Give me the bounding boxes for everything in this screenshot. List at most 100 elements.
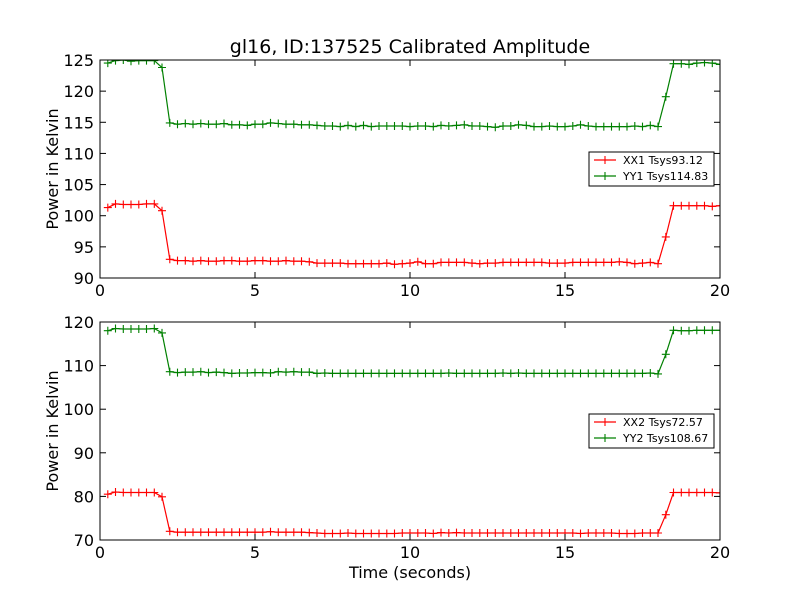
data-point xyxy=(638,259,647,268)
data-point xyxy=(150,324,159,333)
data-point xyxy=(661,92,670,101)
y-tick-label: 100 xyxy=(63,207,94,226)
data-point xyxy=(669,201,678,210)
data-point xyxy=(553,259,562,268)
data-point xyxy=(654,369,662,378)
x-tick-label: 0 xyxy=(95,543,105,562)
data-point xyxy=(530,529,538,537)
data-point xyxy=(119,325,128,333)
data-point xyxy=(716,326,720,335)
data-point xyxy=(390,122,399,130)
data-point xyxy=(630,369,639,378)
data-point xyxy=(677,60,686,68)
legend: XX1 Tsys93.12 YY1 Tsys114.83 xyxy=(588,151,715,187)
x-tick-label: 0 xyxy=(95,281,105,300)
data-point xyxy=(499,369,507,377)
y-tick-label: 90 xyxy=(74,269,94,288)
data-point xyxy=(468,369,476,378)
data-point xyxy=(212,120,221,129)
x-tick-label: 5 xyxy=(250,281,260,300)
data-point xyxy=(406,259,414,268)
data-point xyxy=(654,529,662,537)
data-point xyxy=(553,369,562,378)
data-point xyxy=(615,529,624,538)
data-point xyxy=(669,326,678,335)
data-point xyxy=(630,259,639,268)
data-point xyxy=(227,256,236,265)
legend-marker xyxy=(601,418,609,426)
data-point xyxy=(305,528,314,537)
data-point xyxy=(584,529,593,537)
data-point xyxy=(344,529,352,537)
data-point xyxy=(421,122,430,130)
data-point xyxy=(553,122,562,131)
data-point xyxy=(103,490,112,499)
data-point xyxy=(646,369,655,377)
data-point xyxy=(429,122,438,131)
data-point xyxy=(491,123,500,132)
data-point xyxy=(460,529,469,537)
data-point xyxy=(398,369,407,378)
data-point xyxy=(685,201,693,210)
data-point xyxy=(669,488,678,497)
data-point xyxy=(499,258,507,267)
data-point xyxy=(150,488,159,497)
data-point xyxy=(460,369,469,378)
legend-marker xyxy=(601,172,609,180)
data-point xyxy=(274,257,283,266)
data-point xyxy=(367,529,376,538)
data-point xyxy=(390,529,399,538)
data-point xyxy=(289,528,298,537)
series-line xyxy=(107,60,720,128)
data-point xyxy=(506,529,515,537)
data-point xyxy=(227,528,236,537)
data-point xyxy=(305,257,314,266)
legend-label: YY1 Tsys114.83 xyxy=(622,170,708,183)
data-point xyxy=(421,529,430,537)
data-point xyxy=(444,258,453,267)
data-point xyxy=(545,529,554,537)
data-point xyxy=(468,122,476,130)
data-point xyxy=(491,259,500,268)
data-point xyxy=(437,121,445,130)
data-point xyxy=(336,529,345,538)
data-point xyxy=(499,529,507,537)
data-point xyxy=(638,529,647,537)
data-point xyxy=(669,60,678,68)
y-tick-label: 90 xyxy=(74,444,94,463)
data-point xyxy=(158,63,166,72)
y-tick-label: 105 xyxy=(63,176,94,195)
chart-title: gl16, ID:137525 Calibrated Amplitude xyxy=(230,36,590,58)
data-point xyxy=(344,121,352,130)
data-point xyxy=(646,258,655,267)
data-point xyxy=(119,488,128,497)
data-point xyxy=(204,257,213,266)
data-point xyxy=(196,119,205,128)
data-point xyxy=(584,258,593,267)
data-point xyxy=(444,529,453,537)
data-point xyxy=(576,120,585,129)
data-point xyxy=(274,119,283,128)
y-tick-label: 80 xyxy=(74,487,94,506)
data-point xyxy=(328,122,337,130)
data-point xyxy=(320,122,329,130)
data-point xyxy=(328,369,337,378)
data-point xyxy=(607,369,616,378)
data-point xyxy=(545,369,554,378)
data-point xyxy=(336,122,345,131)
data-point xyxy=(220,368,228,377)
data-point xyxy=(584,122,593,130)
y-axis-label: Power in Kelvin xyxy=(43,108,62,229)
data-point xyxy=(359,529,368,538)
data-point xyxy=(468,529,476,537)
data-point xyxy=(320,259,329,268)
data-point xyxy=(127,60,135,66)
data-point xyxy=(483,369,492,378)
data-point xyxy=(313,369,321,378)
y-tick-label: 110 xyxy=(63,144,94,163)
series-2 xyxy=(103,324,720,378)
data-point xyxy=(165,527,174,536)
data-point xyxy=(328,529,337,538)
data-point xyxy=(282,120,290,129)
data-point xyxy=(297,368,306,377)
